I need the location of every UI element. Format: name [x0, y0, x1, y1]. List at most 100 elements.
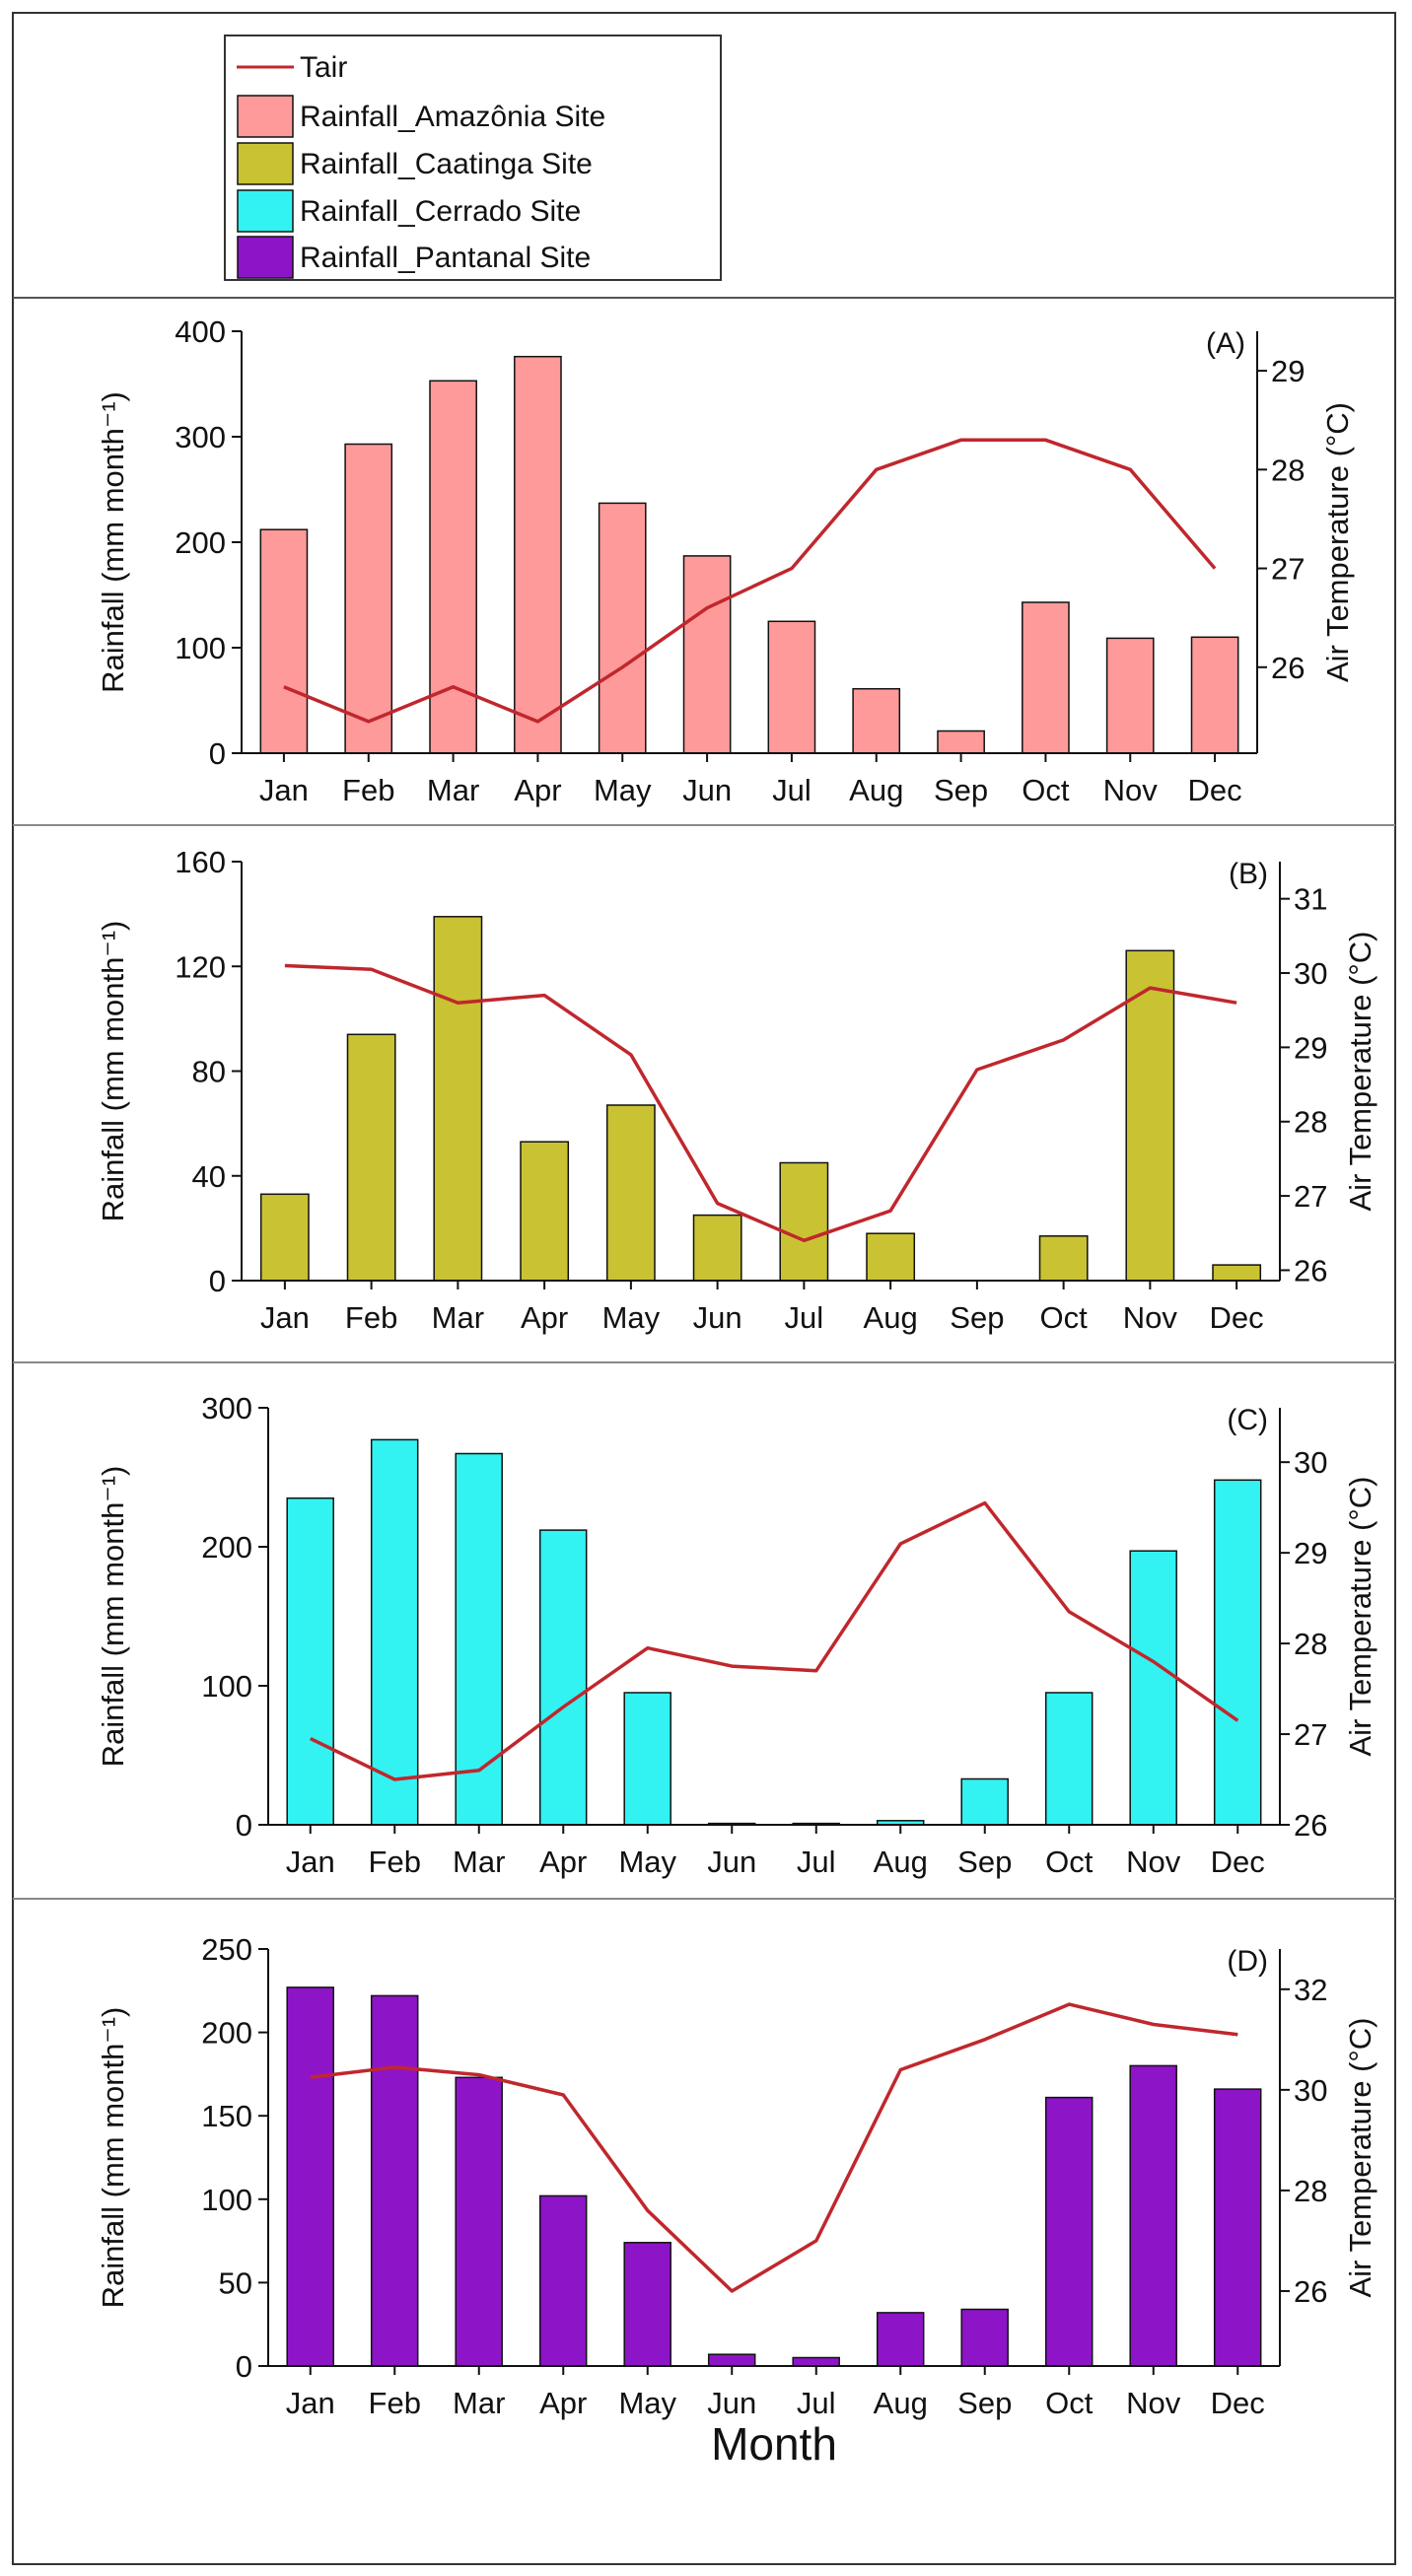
y-tick-label-a: 0 [209, 736, 226, 771]
bar-a-apr [514, 355, 562, 754]
x-tick-label-c-dec: Dec [1211, 1845, 1265, 1879]
x-tick-label-d-may: May [618, 2386, 676, 2420]
bar-c-jan [286, 1497, 334, 1826]
y-tick-label-b: 0 [209, 1264, 226, 1298]
bar-c-oct [1044, 1692, 1094, 1826]
bar-b-jul [779, 1161, 829, 1282]
legend-label-cerrado: Rainfall_Cerrado Site [300, 195, 581, 228]
bar-a-nov [1105, 637, 1155, 754]
bar-b-jan [259, 1193, 310, 1282]
bar-d-sep [960, 2308, 1009, 2367]
panel-b: 0 40 80 120 160 26 27 28 29 30 31 Jan Feb Mar Apr May Ju… [96, 845, 1377, 1335]
x-tick-label-c-mar: Mar [453, 1845, 505, 1879]
bar-b-mar [433, 916, 483, 1282]
y-tick-label-c: 200 [201, 1530, 252, 1565]
bar-d-jul [792, 2356, 840, 2367]
x-tick-label-b-apr: Apr [521, 1300, 568, 1335]
y2-tick-label-a: 27 [1271, 552, 1305, 587]
x-tick-label-c-nov: Nov [1126, 1845, 1181, 1879]
x-tick-label-b-nov: Nov [1123, 1300, 1178, 1335]
x-tick-label-b-sep: Sep [950, 1300, 1004, 1335]
bar-a-jun [682, 555, 732, 754]
x-tick-label-a-jan: Jan [259, 773, 309, 807]
bar-a-aug [852, 687, 901, 754]
legend-swatch-caatinga [237, 142, 294, 185]
y2-tick-label-b: 28 [1294, 1105, 1327, 1140]
panel-label-a: (A) [1206, 327, 1245, 360]
x-tick-label-b-dec: Dec [1210, 1300, 1264, 1335]
tair-line-d [310, 2002, 1238, 2293]
x-tick-label-c-jun: Jun [707, 1845, 756, 1879]
x-tick-label-d-dec: Dec [1211, 2386, 1265, 2420]
x-tick-label-d-jun: Jun [707, 2386, 756, 2420]
bar-d-dec [1213, 2088, 1262, 2367]
y-tick-label-d: 200 [201, 2016, 252, 2051]
y2-tick-label-b: 31 [1294, 882, 1327, 917]
x-tick-label-c-oct: Oct [1045, 1845, 1094, 1879]
y2-tick-label-c: 30 [1294, 1445, 1327, 1480]
bar-a-sep [937, 730, 985, 754]
y-tick-label-d: 150 [201, 2099, 252, 2133]
x-tick-label-a-dec: Dec [1188, 773, 1242, 807]
x-tick-label-a-jul: Jul [772, 773, 812, 807]
bar-a-dec [1190, 636, 1239, 754]
y2-tick-label-c: 28 [1294, 1627, 1327, 1661]
x-tick-label-a-apr: Apr [514, 773, 561, 807]
y2-axis-title-a: Air Temperature (°C) [1320, 402, 1355, 682]
x-tick-label-b-feb: Feb [345, 1300, 397, 1335]
x-tick-label-b-jun: Jun [693, 1300, 742, 1335]
y-axis-title-b: Rainfall (mm month⁻¹) [96, 921, 130, 1222]
x-tick-label-c-sep: Sep [957, 1845, 1012, 1879]
bar-b-oct [1038, 1235, 1089, 1282]
x-tick-label-b-mar: Mar [432, 1300, 484, 1335]
y-tick-label-c: 300 [201, 1391, 252, 1426]
y2-tick-label-b: 29 [1294, 1030, 1327, 1065]
bar-d-jan [286, 1986, 334, 2367]
legend-swatch-amazonia [237, 95, 294, 138]
bar-c-apr [538, 1529, 588, 1826]
y2-axis-title-d: Air Temperature (°C) [1343, 2017, 1377, 2297]
x-tick-label-c-jul: Jul [797, 1845, 836, 1879]
panel-label-d: (D) [1227, 1945, 1268, 1978]
bar-c-nov [1129, 1550, 1177, 1826]
y-tick-label-d: 100 [201, 2183, 252, 2217]
y-tick-label-a: 400 [175, 314, 226, 349]
bar-d-mar [455, 2076, 503, 2367]
y2-tick-label-d: 30 [1294, 2073, 1327, 2108]
bar-a-mar [429, 380, 477, 754]
x-tick-label-a-jun: Jun [682, 773, 732, 807]
y-tick-label-d: 0 [236, 2349, 252, 2384]
bar-d-nov [1129, 2064, 1177, 2367]
x-tick-label-d-sep: Sep [957, 2386, 1012, 2420]
bar-b-aug [866, 1232, 916, 1282]
legend-box [224, 35, 722, 281]
y-tick-label-b: 40 [192, 1159, 226, 1194]
y-tick-label-c: 0 [236, 1808, 252, 1843]
bar-b-may [605, 1104, 656, 1282]
x-tick-label-d-apr: Apr [539, 2386, 587, 2420]
legend-label-amazonia: Rainfall_Amazônia Site [300, 101, 605, 133]
x-tick-label-b-oct: Oct [1040, 1300, 1089, 1335]
legend-tair-label: Tair [300, 51, 347, 84]
y-axis-title-d: Rainfall (mm month⁻¹) [96, 2007, 130, 2309]
bar-c-may [623, 1692, 671, 1826]
x-tick-label-a-may: May [594, 773, 652, 807]
y2-axis-title-c: Air Temperature (°C) [1343, 1476, 1377, 1756]
y-tick-label-b: 80 [192, 1055, 226, 1089]
y-tick-label-d: 50 [219, 2265, 252, 2300]
x-tick-label-a-oct: Oct [1022, 773, 1070, 807]
y2-tick-label-a: 28 [1271, 453, 1305, 487]
y2-tick-label-d: 26 [1294, 2274, 1327, 2309]
legend-swatch-pantanal [237, 236, 294, 279]
y2-tick-label-b: 26 [1294, 1253, 1327, 1288]
panel-label-c: (C) [1227, 1404, 1268, 1436]
bar-b-feb [346, 1033, 396, 1282]
bar-b-dec [1212, 1264, 1262, 1282]
bar-b-nov [1125, 949, 1175, 1282]
x-tick-label-c-aug: Aug [874, 1845, 928, 1879]
y2-tick-label-b: 27 [1294, 1179, 1327, 1214]
legend: Tair Rainfall_Amazônia Site Rainfall_Caa… [224, 35, 722, 281]
x-tick-label-a-aug: Aug [849, 773, 903, 807]
x-tick-label-b-may: May [602, 1300, 661, 1335]
